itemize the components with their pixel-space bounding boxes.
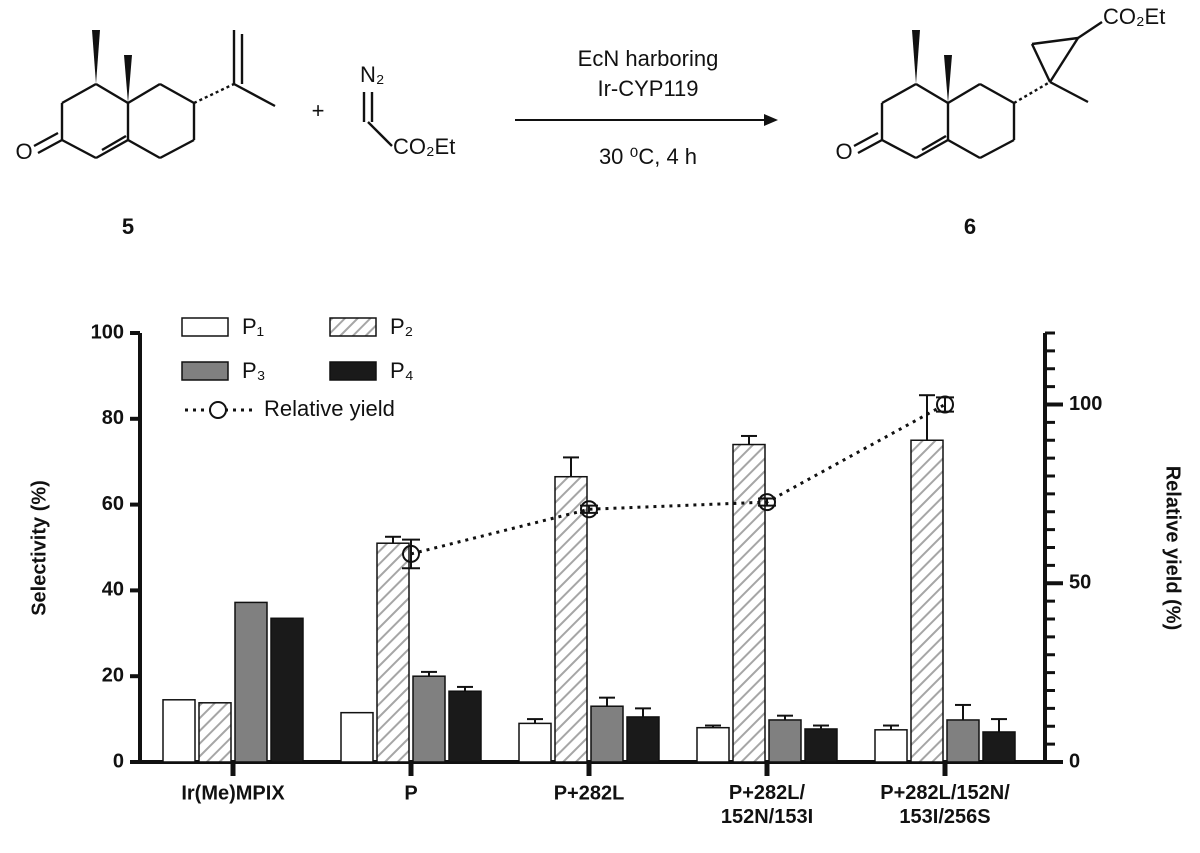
bar: [448, 690, 482, 763]
y-axis-title: Selectivity (%): [28, 480, 50, 616]
bar: [946, 719, 980, 763]
y-tick-label: 60: [102, 493, 124, 515]
legend-swatch: [181, 361, 229, 381]
yield-line: [410, 403, 946, 556]
bar: [412, 675, 446, 763]
legend-swatch: [329, 317, 377, 337]
product-ester: CO₂Et: [1103, 4, 1165, 29]
bar: [982, 731, 1016, 763]
x-tick-label: P: [404, 782, 417, 804]
legend-label: P₁: [242, 314, 264, 339]
x-tick-label: P+282L: [554, 782, 625, 804]
yield-point: [758, 493, 776, 512]
x-tick-label: P+282L/152N/153I: [721, 782, 813, 828]
bar: [626, 716, 660, 763]
arrow-head: [764, 114, 778, 126]
condition: 30 ⁰C, 4 h: [599, 144, 697, 169]
bar: [270, 617, 304, 763]
diazo-ester: CO₂Et: [393, 134, 455, 159]
compound-label: 6: [964, 214, 976, 239]
error-bar: [919, 394, 935, 441]
error-bar: [955, 703, 971, 720]
yield-point: [936, 395, 954, 414]
bar: [376, 542, 410, 763]
error-bar: [580, 504, 598, 514]
error-bar: [883, 724, 899, 730]
bar: [804, 728, 838, 763]
error-bar: [457, 685, 473, 692]
plus-sign: +: [312, 98, 325, 123]
y2-tick-label: 50: [1069, 572, 1091, 594]
bar: [696, 726, 730, 763]
legend-label: Relative yield: [264, 396, 395, 421]
product-structure: [853, 21, 1103, 160]
x-tick-label: Ir(Me)MPIX: [181, 782, 285, 804]
y-tick-label: 0: [113, 750, 124, 772]
y-tick-label: 80: [102, 407, 124, 429]
oxygen-label: O: [15, 139, 32, 164]
compound-label: 5: [122, 214, 134, 239]
error-bar: [599, 696, 615, 707]
error-bar: [635, 707, 651, 717]
condition: Ir-CYP119: [597, 76, 698, 101]
bar: [910, 439, 944, 763]
diazo-structure: [362, 92, 393, 147]
condition: EcN harboring: [578, 46, 719, 71]
error-bar: [813, 724, 829, 729]
error-bar: [758, 497, 776, 507]
bar: [732, 443, 766, 763]
bar: [234, 601, 268, 763]
bar: [518, 722, 552, 763]
error-bar: [527, 718, 543, 724]
diazo-n2: N₂: [360, 62, 384, 87]
y-tick-label: 20: [102, 664, 124, 686]
oxygen-label: O: [835, 139, 852, 164]
y2-axis-title: Relative yield (%): [1162, 466, 1184, 631]
bar: [340, 711, 374, 763]
error-bar: [385, 535, 401, 544]
legend-label: P₃: [242, 358, 266, 383]
error-bar: [402, 538, 420, 570]
y-tick-label: 40: [102, 579, 124, 601]
plot: 0 20 40 60 80 100 0 50 100 Ir(Me)MPIX P P+282L P+282…: [91, 314, 1103, 828]
reactant-structure: [33, 30, 276, 160]
error-bar: [777, 714, 793, 720]
error-bar: [563, 456, 579, 477]
error-bar: [705, 724, 721, 728]
legend-swatch: [329, 361, 377, 381]
legend-label: P₄: [390, 358, 414, 383]
error-bar: [741, 434, 757, 445]
legend-swatch: [181, 317, 229, 337]
bar: [162, 699, 196, 763]
error-bar: [991, 718, 1007, 732]
bar: [198, 702, 232, 763]
yield-point: [402, 544, 420, 563]
error-bar: [421, 670, 437, 677]
y2-tick-label: 0: [1069, 750, 1080, 772]
bar: [590, 705, 624, 763]
y2-tick-label: 100: [1069, 393, 1102, 415]
x-tick-label: P+282L/152N/153I/256S: [880, 782, 1010, 828]
legend-marker: [209, 401, 227, 419]
bar: [874, 729, 908, 763]
y-tick-label: 100: [91, 321, 124, 343]
legend-label: P₂: [390, 314, 413, 339]
yield-point: [580, 500, 598, 519]
bar: [554, 475, 588, 763]
bar: [768, 719, 802, 763]
